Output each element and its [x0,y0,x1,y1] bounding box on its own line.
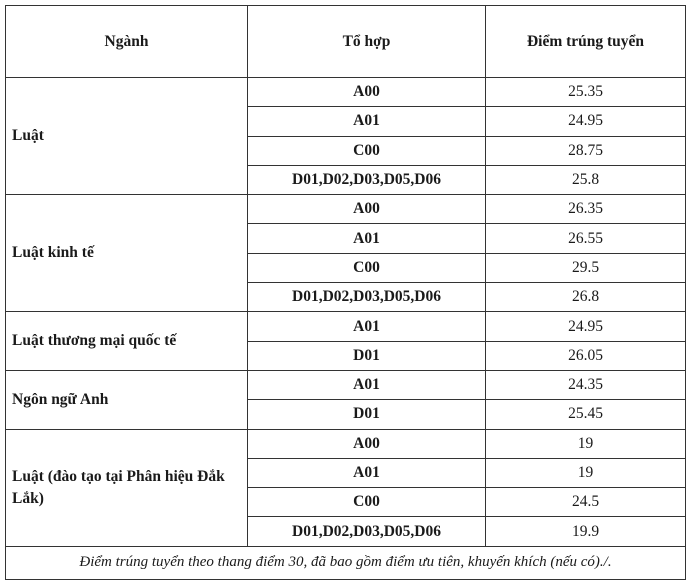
table-row: Ngôn ngữ Anh A01 24.35 [5,369,686,430]
combo-cell: C00 [247,252,486,284]
table-row: D01,D02,D03,D05,D06 25.8 [6,164,686,196]
score-cell: 28.75 [485,135,686,166]
combo-cell: A00 [247,194,486,225]
combo-cell: A00 [247,428,486,459]
score-cell: 19 [485,428,686,459]
score-cell: 25.35 [485,76,686,108]
table-row: D01 25.45 [6,399,686,430]
combo-cell: A01 [247,223,486,254]
combo-cell: D01,D02,D03,D05,D06 [247,164,486,196]
combo-cell: A01 [247,311,486,342]
combo-cell: A01 [247,106,486,137]
header-major: Ngành [5,5,248,78]
table-row: Luật kinh tế A00 26.35 [5,194,686,313]
note-row: Điểm trúng tuyển theo thang điểm 30, đã … [5,545,686,580]
table-row: C00 28.75 [6,135,686,166]
table-row: Luật thương mại quốc tế A01 24.95 [5,311,686,371]
combo-cell: A00 [247,76,486,108]
score-cell: 24.35 [485,369,686,401]
major-cell: Luật (đào tạo tại Phân hiệu Đắk Lắk) [5,428,248,547]
score-cell: 26.05 [485,340,686,371]
combo-cell: A01 [247,457,486,489]
combo-cell: D01 [247,340,486,371]
header-score: Điểm trúng tuyển [485,5,686,78]
combo-cell: A01 [247,369,486,401]
admission-scores-table: Ngành Tổ hợp Điểm trúng tuyển Luật A00 25.… [5,5,686,580]
footnote: Điểm trúng tuyển theo thang điểm 30, đã … [5,545,686,580]
table-row: D01 26.05 [6,340,686,371]
combo-cell: D01,D02,D03,D05,D06 [247,516,486,547]
table-row: A01 24.95 [6,106,686,137]
table-row: Luật A00 25.35 [5,76,686,196]
score-cell: 25.45 [485,399,686,430]
table-row: D01,D02,D03,D05,D06 26.8 [6,282,686,313]
major-cell: Luật kinh tế [5,194,248,313]
table-row: A01 26.55 [6,223,686,254]
score-cell: 19 [485,457,686,489]
header-combo: Tổ hợp [247,5,486,78]
combo-cell: D01 [247,399,486,430]
score-cell: 19.9 [485,516,686,547]
combo-cell: D01,D02,D03,D05,D06 [247,282,486,313]
score-cell: 24.5 [485,487,686,518]
major-cell: Luật thương mại quốc tế [5,311,248,371]
table-row: A01 19 [6,457,686,489]
score-cell: 29.5 [485,252,686,284]
table-row: D01,D02,D03,D05,D06 19.9 [6,516,686,547]
combo-cell: C00 [247,135,486,166]
combo-cell: C00 [247,487,486,518]
major-cell: Ngôn ngữ Anh [5,369,248,430]
table-row: Luật (đào tạo tại Phân hiệu Đắk Lắk) A00 1… [5,428,686,547]
score-cell: 26.8 [485,282,686,313]
score-cell: 25.8 [485,164,686,196]
score-cell: 24.95 [485,106,686,137]
score-cell: 24.95 [485,311,686,342]
table-body: Luật A00 25.35 A01 24.95 C00 28.75 D01,D02,D03,… [5,76,686,547]
score-cell: 26.55 [485,223,686,254]
major-cell: Luật [5,76,248,196]
header-row: Ngành Tổ hợp Điểm trúng tuyển [5,5,686,78]
table-row: C00 29.5 [6,252,686,284]
score-cell: 26.35 [485,194,686,225]
